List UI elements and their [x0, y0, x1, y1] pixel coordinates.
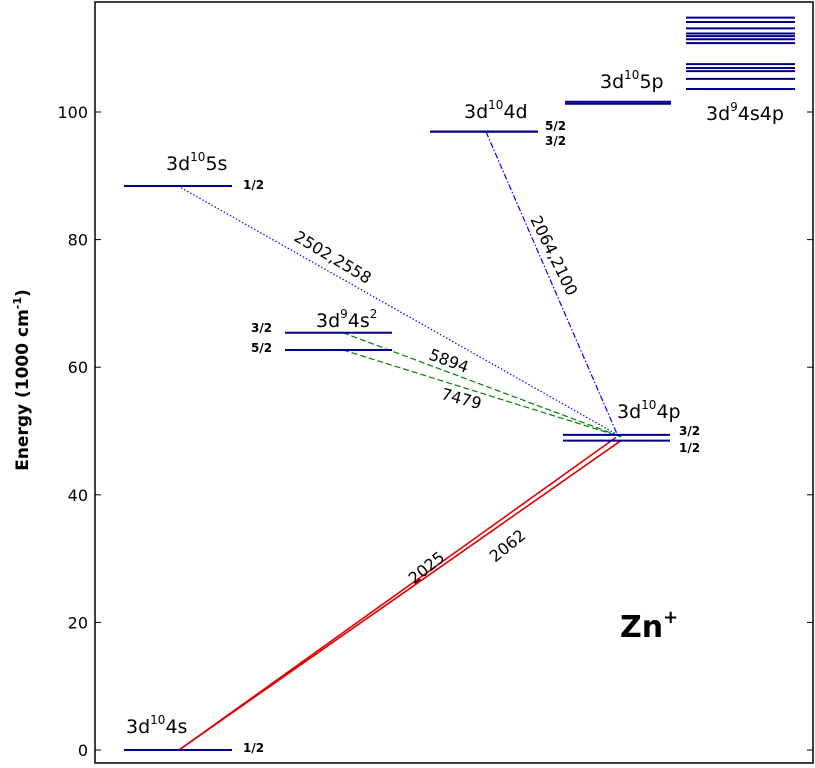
transition-label-2064: 2064,2100 [526, 213, 581, 299]
j-label-4p-12: 1/2 [679, 441, 700, 455]
transition-line-2064,2100 [485, 131, 619, 437]
plot-frame [94, 1, 814, 764]
j-label-4p-32: 3/2 [679, 424, 700, 438]
y-tick-label-0: 0 [78, 741, 88, 760]
y-axis-title: Energy (1000 cm-1) [11, 289, 33, 471]
config-label-5p: 3d105p [600, 68, 664, 93]
config-label-4d: 3d104d [464, 98, 528, 123]
j-label-4d-52: 5/2 [545, 119, 566, 133]
y-axis: 0 20 40 60 80 100 [57, 103, 813, 760]
transition-line-2502,2558 [177, 185, 622, 438]
j-label-4s: 1/2 [243, 741, 264, 755]
config-label-5s: 3d105s [166, 150, 227, 175]
config-label-4s2: 3d94s2 [316, 307, 377, 332]
energy-levels [124, 16, 795, 751]
transitions [177, 131, 622, 751]
y-tick-label-100: 100 [57, 103, 88, 122]
transition-line-2062 [178, 439, 622, 751]
transition-line-2025 [178, 436, 617, 751]
transition-label-2025: 2025 [405, 548, 449, 588]
y-axis-title-tail: ) [13, 289, 33, 297]
j-label-5s: 1/2 [243, 178, 264, 192]
transition-labels: 2025 2062 2502,2558 5894 7479 2064,2100 [291, 213, 582, 588]
config-label-4s: 3d104s [126, 713, 187, 738]
y-axis-title-main: Energy (1000 cm [13, 309, 33, 471]
j-label-4s2-32: 3/2 [251, 321, 272, 335]
y-tick-label-40: 40 [68, 486, 88, 505]
y-tick-label-20: 20 [68, 613, 88, 632]
config-label-4p: 3d104p [617, 398, 681, 423]
j-label-4s2-52: 5/2 [251, 341, 272, 355]
transition-label-7479: 7479 [439, 384, 483, 413]
j-label-4d-32: 3/2 [545, 134, 566, 148]
transition-line-7479 [342, 349, 622, 438]
configuration-labels: 3d104s 3d105s 3d94s2 3d104p 3d104d 3d105… [126, 68, 784, 738]
ion-label: Zn+ [620, 607, 678, 645]
config-label-4s4p: 3d94s4p [706, 100, 784, 125]
j-labels: 1/2 1/2 3/2 5/2 3/2 1/2 5/2 3/2 [243, 119, 700, 755]
y-tick-label-80: 80 [68, 231, 88, 250]
y-tick-label-60: 60 [68, 358, 88, 377]
y-axis-title-sup: -1 [11, 297, 24, 309]
